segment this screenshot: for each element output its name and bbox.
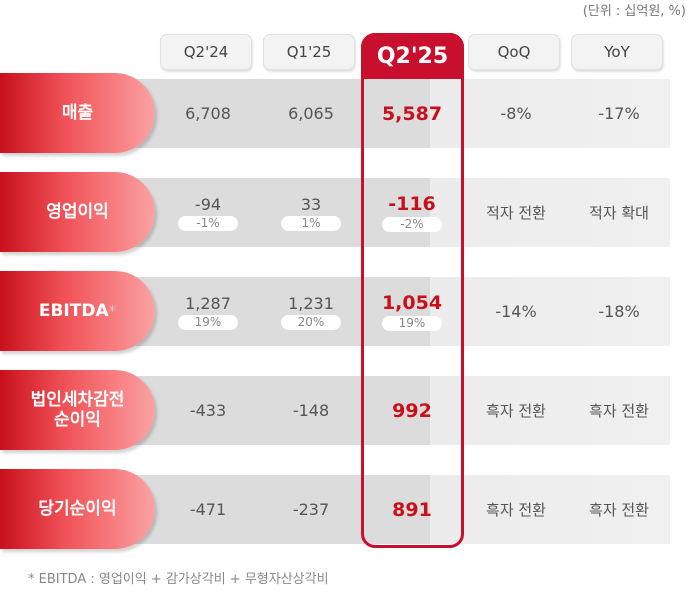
margin-badge: 19%	[178, 314, 238, 330]
cell-pretax-q1-25: -148	[261, 376, 361, 445]
cell-revenue-q2-25: 5,587	[362, 79, 462, 148]
value: -17%	[598, 104, 640, 123]
value: -148	[292, 401, 330, 420]
cell-ebitda-yoy: -18%	[569, 277, 669, 346]
cell-revenue-q1-25: 6,065	[261, 79, 361, 148]
column-header-q2-24: Q2'24	[160, 34, 252, 70]
margin-badge: -1%	[178, 215, 238, 231]
value: 적자 전환	[486, 204, 546, 222]
value: -18%	[598, 302, 640, 321]
cell-op-yoy: 적자 확대	[569, 178, 669, 247]
cell-revenue-qoq: -8%	[466, 79, 566, 148]
value: 적자 확대	[589, 204, 649, 222]
column-header-q1-25: Q1'25	[263, 34, 355, 70]
margin-badge: 1%	[281, 215, 341, 231]
cell-net-q1-25: -237	[261, 475, 361, 544]
value: 6,708	[185, 104, 231, 123]
value: 891	[392, 498, 432, 521]
cell-net-qoq: 흑자 전환	[466, 475, 566, 544]
highlight-column-frame	[361, 33, 464, 548]
value: 흑자 전환	[589, 402, 649, 420]
cell-ebitda-q2-24: 1,287 19%	[158, 277, 258, 346]
value: -471	[189, 500, 227, 519]
footnote: * EBITDA : 영업이익 + 감가상각비 + 무형자산상각비	[28, 572, 329, 587]
cell-op-q2-25: -116 -2%	[362, 178, 462, 247]
unit-note: (단위 : 십억원, %)	[582, 4, 686, 19]
cell-net-q2-25: 891	[362, 475, 462, 544]
value: -237	[292, 500, 330, 519]
value: 6,065	[288, 104, 334, 123]
row-label-operating-profit: 영업이익	[0, 172, 155, 252]
value: 흑자 전환	[486, 402, 546, 420]
row-label-revenue: 매출	[0, 73, 155, 153]
value: -433	[189, 401, 227, 420]
cell-pretax-q2-24: -433	[158, 376, 258, 445]
column-header-yoy: YoY	[571, 34, 663, 70]
cell-op-q2-24: -94 -1%	[158, 178, 258, 247]
value: 1,287	[185, 293, 231, 313]
cell-ebitda-qoq: -14%	[466, 277, 566, 346]
margin-badge: 19%	[382, 316, 442, 331]
cell-op-qoq: 적자 전환	[466, 178, 566, 247]
cell-revenue-q2-24: 6,708	[158, 79, 258, 148]
value: 33	[300, 194, 322, 214]
cell-ebitda-q2-25: 1,054 19%	[362, 277, 462, 346]
cell-ebitda-q1-25: 1,231 20%	[261, 277, 361, 346]
cell-pretax-yoy: 흑자 전환	[569, 376, 669, 445]
cell-net-yoy: 흑자 전환	[569, 475, 669, 544]
footnote-mark: *	[108, 302, 117, 320]
value: 흑자 전환	[589, 501, 649, 519]
cell-net-q2-24: -471	[158, 475, 258, 544]
cell-op-q1-25: 33 1%	[261, 178, 361, 247]
column-header-q2-25: Q2'25	[361, 33, 464, 79]
value: -94	[194, 194, 222, 214]
value: 1,054	[381, 292, 443, 314]
value: -8%	[500, 104, 532, 123]
margin-badge: -2%	[382, 217, 442, 232]
margin-badge: 20%	[281, 314, 341, 330]
row-label-ebitda: EBITDA *	[0, 271, 155, 351]
value: 5,587	[381, 102, 443, 125]
row-label-pretax-income: 법인세차감전 순이익	[0, 370, 155, 450]
cell-pretax-q2-25: 992	[362, 376, 462, 445]
value: -14%	[495, 302, 537, 321]
value: 1,231	[288, 293, 334, 313]
row-label-net-income: 당기순이익	[0, 469, 155, 549]
column-header-qoq: QoQ	[468, 34, 560, 70]
label-text: EBITDA	[38, 300, 109, 321]
cell-pretax-qoq: 흑자 전환	[466, 376, 566, 445]
cell-revenue-yoy: -17%	[569, 79, 669, 148]
value: -116	[388, 193, 436, 215]
value: 992	[392, 399, 432, 422]
value: 흑자 전환	[486, 501, 546, 519]
